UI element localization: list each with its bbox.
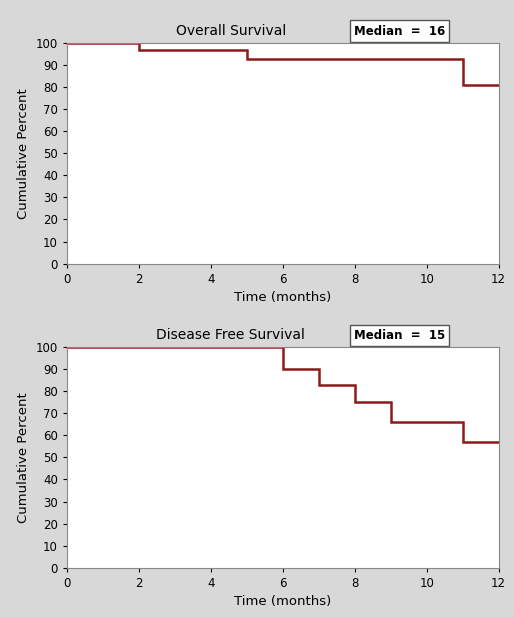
Text: Disease Free Survival: Disease Free Survival (156, 328, 305, 342)
Text: Median  =  16: Median = 16 (354, 25, 445, 38)
X-axis label: Time (months): Time (months) (234, 595, 332, 608)
X-axis label: Time (months): Time (months) (234, 291, 332, 304)
Y-axis label: Cumulative Percent: Cumulative Percent (17, 392, 30, 523)
Text: Overall Survival: Overall Survival (176, 24, 286, 38)
Text: Median  =  15: Median = 15 (354, 329, 445, 342)
Y-axis label: Cumulative Percent: Cumulative Percent (17, 88, 30, 219)
